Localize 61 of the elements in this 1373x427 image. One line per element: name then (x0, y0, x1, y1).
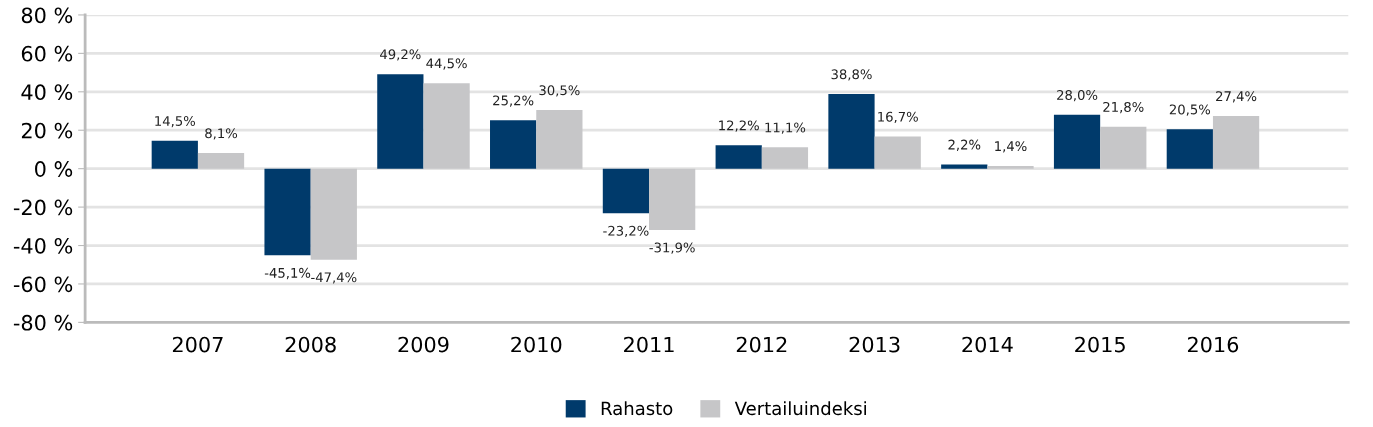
bar (987, 165, 1034, 169)
data-label: 1,4% (995, 141, 1027, 153)
bar (1100, 126, 1147, 169)
bar (423, 83, 470, 169)
data-label: 14,5% (155, 115, 196, 128)
bar (602, 168, 650, 214)
bar (1053, 114, 1101, 169)
bar (197, 153, 245, 169)
bar (310, 168, 357, 260)
x-tick-label: 2013 (849, 336, 900, 353)
data-label: 8,1% (205, 128, 238, 140)
data-label: 2,2% (948, 139, 981, 151)
y-tick-label: 80 % (21, 7, 73, 24)
data-label: 44,5% (426, 58, 467, 70)
bar (715, 145, 762, 169)
bar (490, 120, 537, 169)
data-label: -23,2% (603, 225, 649, 238)
bar (828, 94, 875, 169)
legend-label: Rahasto (601, 401, 673, 416)
y-tick-label: -60 % (13, 276, 73, 293)
bar (941, 164, 988, 169)
x-tick-label: 2015 (1075, 336, 1125, 353)
y-tick-label: -80 % (13, 314, 73, 331)
y-tick-label: -40 % (13, 237, 73, 254)
data-label: 21,8% (1103, 101, 1144, 114)
y-tick-label: -20 % (13, 199, 73, 216)
data-label: 49,2% (380, 49, 421, 61)
bar (1166, 129, 1213, 169)
x-tick-label: 2016 (1187, 336, 1239, 353)
x-tick-label: 2010 (511, 336, 562, 353)
bar (536, 110, 583, 169)
bar (761, 147, 809, 169)
bar (1212, 116, 1260, 169)
x-tick-label: 2014 (962, 336, 1013, 353)
data-label: 30,5% (539, 85, 580, 97)
bar (151, 140, 198, 169)
data-label: 27,4% (1216, 91, 1257, 103)
data-label: 28,0% (1057, 90, 1098, 102)
data-label: 12,2% (719, 120, 759, 132)
data-label: 11,1% (765, 122, 806, 134)
data-label: -45,1% (264, 267, 311, 280)
y-tick-label: 20 % (21, 122, 73, 139)
x-tick-label: 2011 (624, 336, 674, 353)
bar (649, 168, 696, 230)
x-tick-label: 2007 (172, 336, 223, 353)
bar (874, 136, 921, 169)
x-tick-label: 2009 (398, 336, 449, 353)
data-label: 38,8% (831, 69, 872, 81)
y-tick-label: 0 % (35, 161, 73, 177)
data-label: 16,7% (878, 111, 918, 124)
y-tick-label: 40 % (21, 84, 73, 101)
y-tick-label: 60 % (21, 45, 73, 62)
legend-label: Vertailuindeksi (734, 401, 866, 416)
bar (377, 74, 424, 169)
data-label: -31,9% (649, 242, 695, 254)
bar (264, 168, 311, 256)
data-label: -47,4% (311, 272, 357, 284)
data-label: 25,2% (493, 95, 534, 107)
x-tick-label: 2012 (736, 336, 787, 353)
data-label: 20,5% (1169, 104, 1211, 116)
x-tick-label: 2008 (285, 336, 336, 353)
